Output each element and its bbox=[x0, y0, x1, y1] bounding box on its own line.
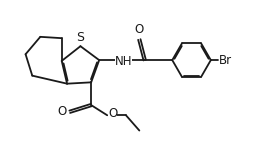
Text: Br: Br bbox=[219, 54, 232, 67]
Text: S: S bbox=[76, 30, 84, 44]
Text: NH: NH bbox=[115, 55, 132, 68]
Text: O: O bbox=[108, 107, 117, 120]
Text: O: O bbox=[57, 105, 67, 118]
Text: O: O bbox=[135, 23, 144, 36]
